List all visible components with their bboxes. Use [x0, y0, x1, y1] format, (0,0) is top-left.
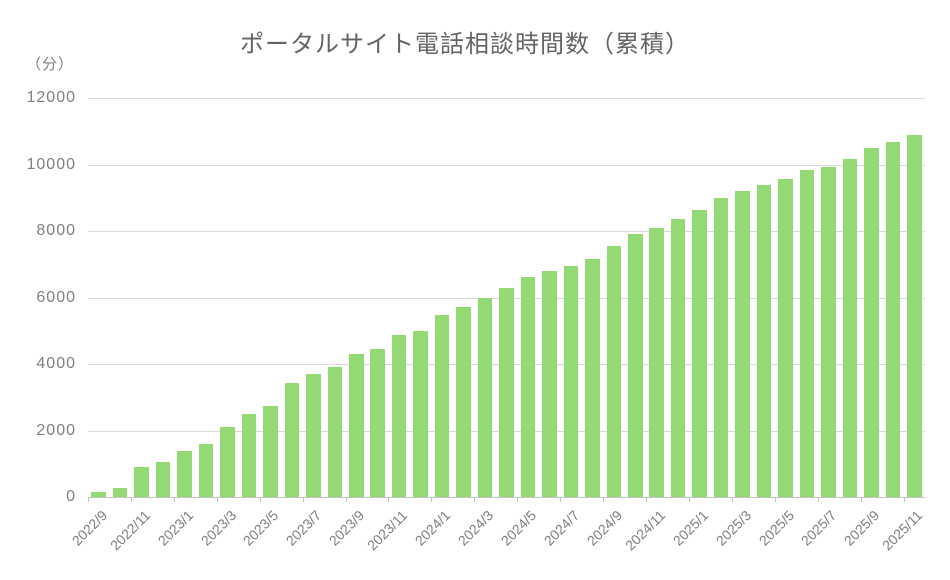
bar — [477, 297, 493, 497]
x-axis-tick — [731, 498, 733, 502]
x-axis-tick — [774, 498, 776, 502]
x-axis-tick — [903, 498, 905, 502]
y-axis-label: 6000 — [36, 288, 76, 306]
x-axis-tick — [259, 498, 261, 502]
y-axis-unit-label: （分） — [26, 56, 75, 73]
bar — [370, 349, 386, 497]
bar — [799, 169, 815, 497]
x-axis-tick — [345, 498, 347, 502]
bar — [778, 179, 793, 497]
y-axis-label: 0 — [66, 488, 76, 505]
bar — [670, 219, 686, 497]
bar — [885, 141, 901, 497]
bar — [241, 413, 257, 497]
x-axis-tick — [173, 498, 175, 502]
x-axis-tick — [817, 498, 819, 502]
bar — [627, 233, 643, 497]
bar — [821, 166, 836, 497]
x-axis-tick — [603, 498, 605, 502]
plot-area — [88, 98, 925, 502]
y-axis: 0 2000 4000 6000 8000 10000 12000 — [0, 0, 76, 580]
x-axis: 2022/9 2022/11 2023/1 2023/3 2023/5 2023/7 202… — [68, 497, 925, 580]
x-axis-tick — [517, 498, 519, 502]
bar — [434, 314, 450, 497]
bar — [585, 258, 600, 497]
x-axis-tick — [216, 498, 218, 502]
gridline — [88, 98, 925, 99]
bar — [91, 492, 107, 497]
bar — [456, 306, 471, 497]
bar — [348, 354, 364, 497]
bar — [842, 158, 858, 497]
x-axis-tick — [130, 498, 132, 502]
x-axis-tick — [646, 498, 647, 502]
bar — [155, 461, 171, 497]
bar — [391, 334, 407, 497]
gridline — [88, 164, 925, 166]
bar — [542, 271, 557, 497]
y-axis-label: 4000 — [36, 355, 76, 372]
bar — [906, 134, 922, 497]
bar — [413, 330, 428, 497]
bar — [284, 382, 300, 497]
x-axis-tick — [302, 498, 304, 502]
bar — [220, 427, 235, 497]
x-axis-tick — [560, 498, 562, 502]
x-axis-tick — [688, 498, 690, 502]
bar — [327, 367, 343, 497]
gridline — [88, 231, 925, 232]
y-axis-label: 8000 — [36, 222, 76, 239]
bar — [177, 450, 192, 497]
bar — [713, 198, 729, 497]
bar — [606, 245, 622, 497]
bar — [649, 227, 665, 497]
y-axis-label: 2000 — [36, 421, 76, 439]
bar — [692, 209, 707, 497]
bar — [134, 467, 149, 497]
bar — [499, 287, 514, 497]
chart-title: ポータルサイト電話相談時間数（累積） — [240, 31, 690, 58]
bar — [306, 373, 321, 497]
x-axis-tick — [88, 498, 89, 502]
x-axis-line — [88, 497, 925, 498]
bar — [756, 184, 772, 497]
bar — [563, 265, 579, 497]
bar — [864, 147, 879, 497]
y-axis-label: 10000 — [26, 155, 76, 173]
bar — [198, 443, 214, 497]
x-axis-tick — [474, 498, 476, 502]
x-axis-tick — [860, 498, 862, 502]
x-axis-tick — [431, 498, 433, 502]
bar — [112, 487, 128, 497]
bar — [735, 191, 750, 497]
bar — [263, 405, 278, 497]
y-axis-label: 12000 — [26, 89, 76, 106]
bar — [520, 276, 536, 497]
x-axis-tick — [388, 498, 390, 502]
